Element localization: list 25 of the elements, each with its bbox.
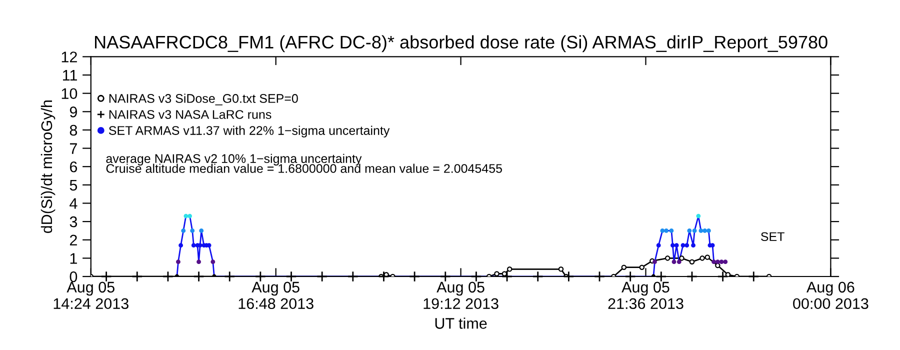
y-tick-label: 12 bbox=[62, 52, 77, 62]
x-tick-label: Aug 06 00:00 2013 bbox=[793, 282, 868, 310]
y-tick-label: 2 bbox=[70, 234, 77, 246]
chart-title: NASAAFRCDC8_FM1 (AFRC DC-8)* absorbed dose rate (Si) ARMAS_dirIP_Report_59780 bbox=[95, 35, 828, 52]
y-axis-title: dD(Si)/dt microGy/h bbox=[40, 100, 56, 234]
x-tick-label: Aug 05 16:48 2013 bbox=[238, 282, 314, 310]
y-tick-label: 5 bbox=[70, 180, 78, 191]
x-tick-label: Aug 05 14:24 2013 bbox=[54, 282, 128, 310]
x-tick-label: Aug 05 21:36 2013 bbox=[608, 282, 684, 310]
x-axis-title: UT time bbox=[435, 318, 487, 329]
y-tick-label: 8 bbox=[70, 124, 78, 136]
y-tick-label: 10 bbox=[62, 88, 78, 100]
legend-label: NAIRAS v3 NASA LaRC runs bbox=[109, 110, 272, 119]
y-tick-label: 3 bbox=[70, 216, 78, 228]
legend-label: NAIRAS v3 SiDose_G0.txt SEP=0 bbox=[109, 94, 298, 106]
legend-label: SET ARMAS v11.37 with 22% 1−sigma uncertainty bbox=[108, 126, 390, 138]
annotation: SET bbox=[760, 232, 784, 242]
y-tick-label: 9 bbox=[70, 106, 77, 118]
y-tick-label: 7 bbox=[70, 143, 77, 154]
y-tick-label: 0 bbox=[70, 271, 78, 282]
y-tick-label: 1 bbox=[70, 253, 77, 264]
x-tick-label: Aug 05 19:12 2013 bbox=[424, 282, 498, 310]
y-tick-label: 6 bbox=[70, 161, 78, 172]
y-tick-label: 11 bbox=[63, 70, 77, 81]
y-tick-label: 4 bbox=[70, 198, 78, 209]
